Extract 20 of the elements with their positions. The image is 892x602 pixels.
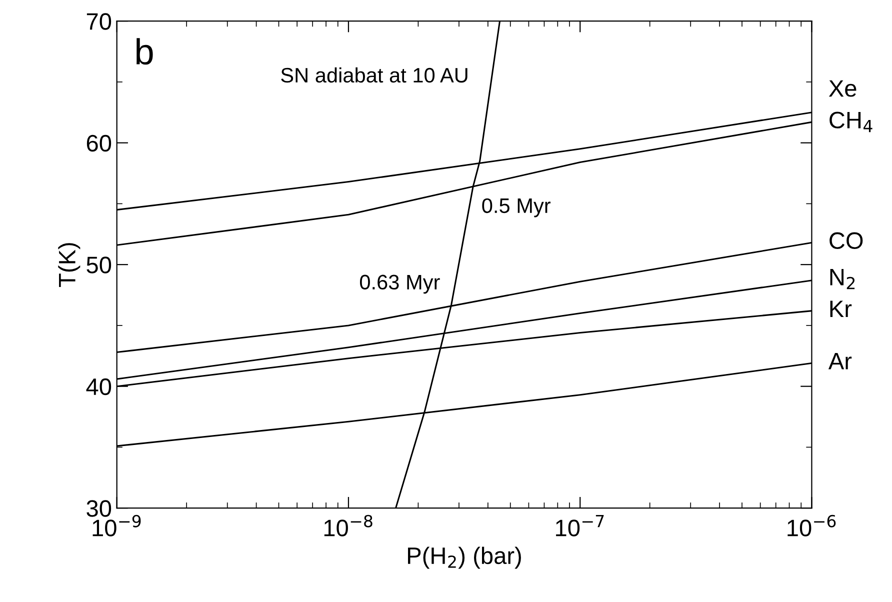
legend-label: Xe xyxy=(828,80,856,97)
y-tick-label: 60 xyxy=(86,134,112,152)
y-tick-label: 40 xyxy=(86,378,112,396)
annotation: b xyxy=(136,38,153,65)
x-axis-title: P(H$_{2}$) (bar) xyxy=(408,546,521,569)
x-tick-label: 10$^{−7}$ xyxy=(556,515,604,536)
series-label: Ar xyxy=(828,353,852,370)
annotation: 0.5 Myr xyxy=(482,198,550,218)
annotation: SN adiabat at 10 AU xyxy=(281,67,468,83)
y-tick-label: 50 xyxy=(86,256,112,274)
y-tick-label: 30 xyxy=(86,500,112,517)
x-tick-label: 10$^{−8}$ xyxy=(324,514,372,536)
y-axis-title: T(K) xyxy=(58,243,80,287)
legend-label: N$_{2}$ xyxy=(830,269,855,290)
series-label: CH$_{4}$ xyxy=(830,112,872,132)
series-label: Kr xyxy=(830,300,852,317)
series-label: CO xyxy=(830,232,863,249)
x-tick-label: 10$^{−6}$ xyxy=(788,514,836,536)
y-tick-label: 70 xyxy=(86,13,112,30)
annotation: 0.63 Myr xyxy=(360,274,440,294)
